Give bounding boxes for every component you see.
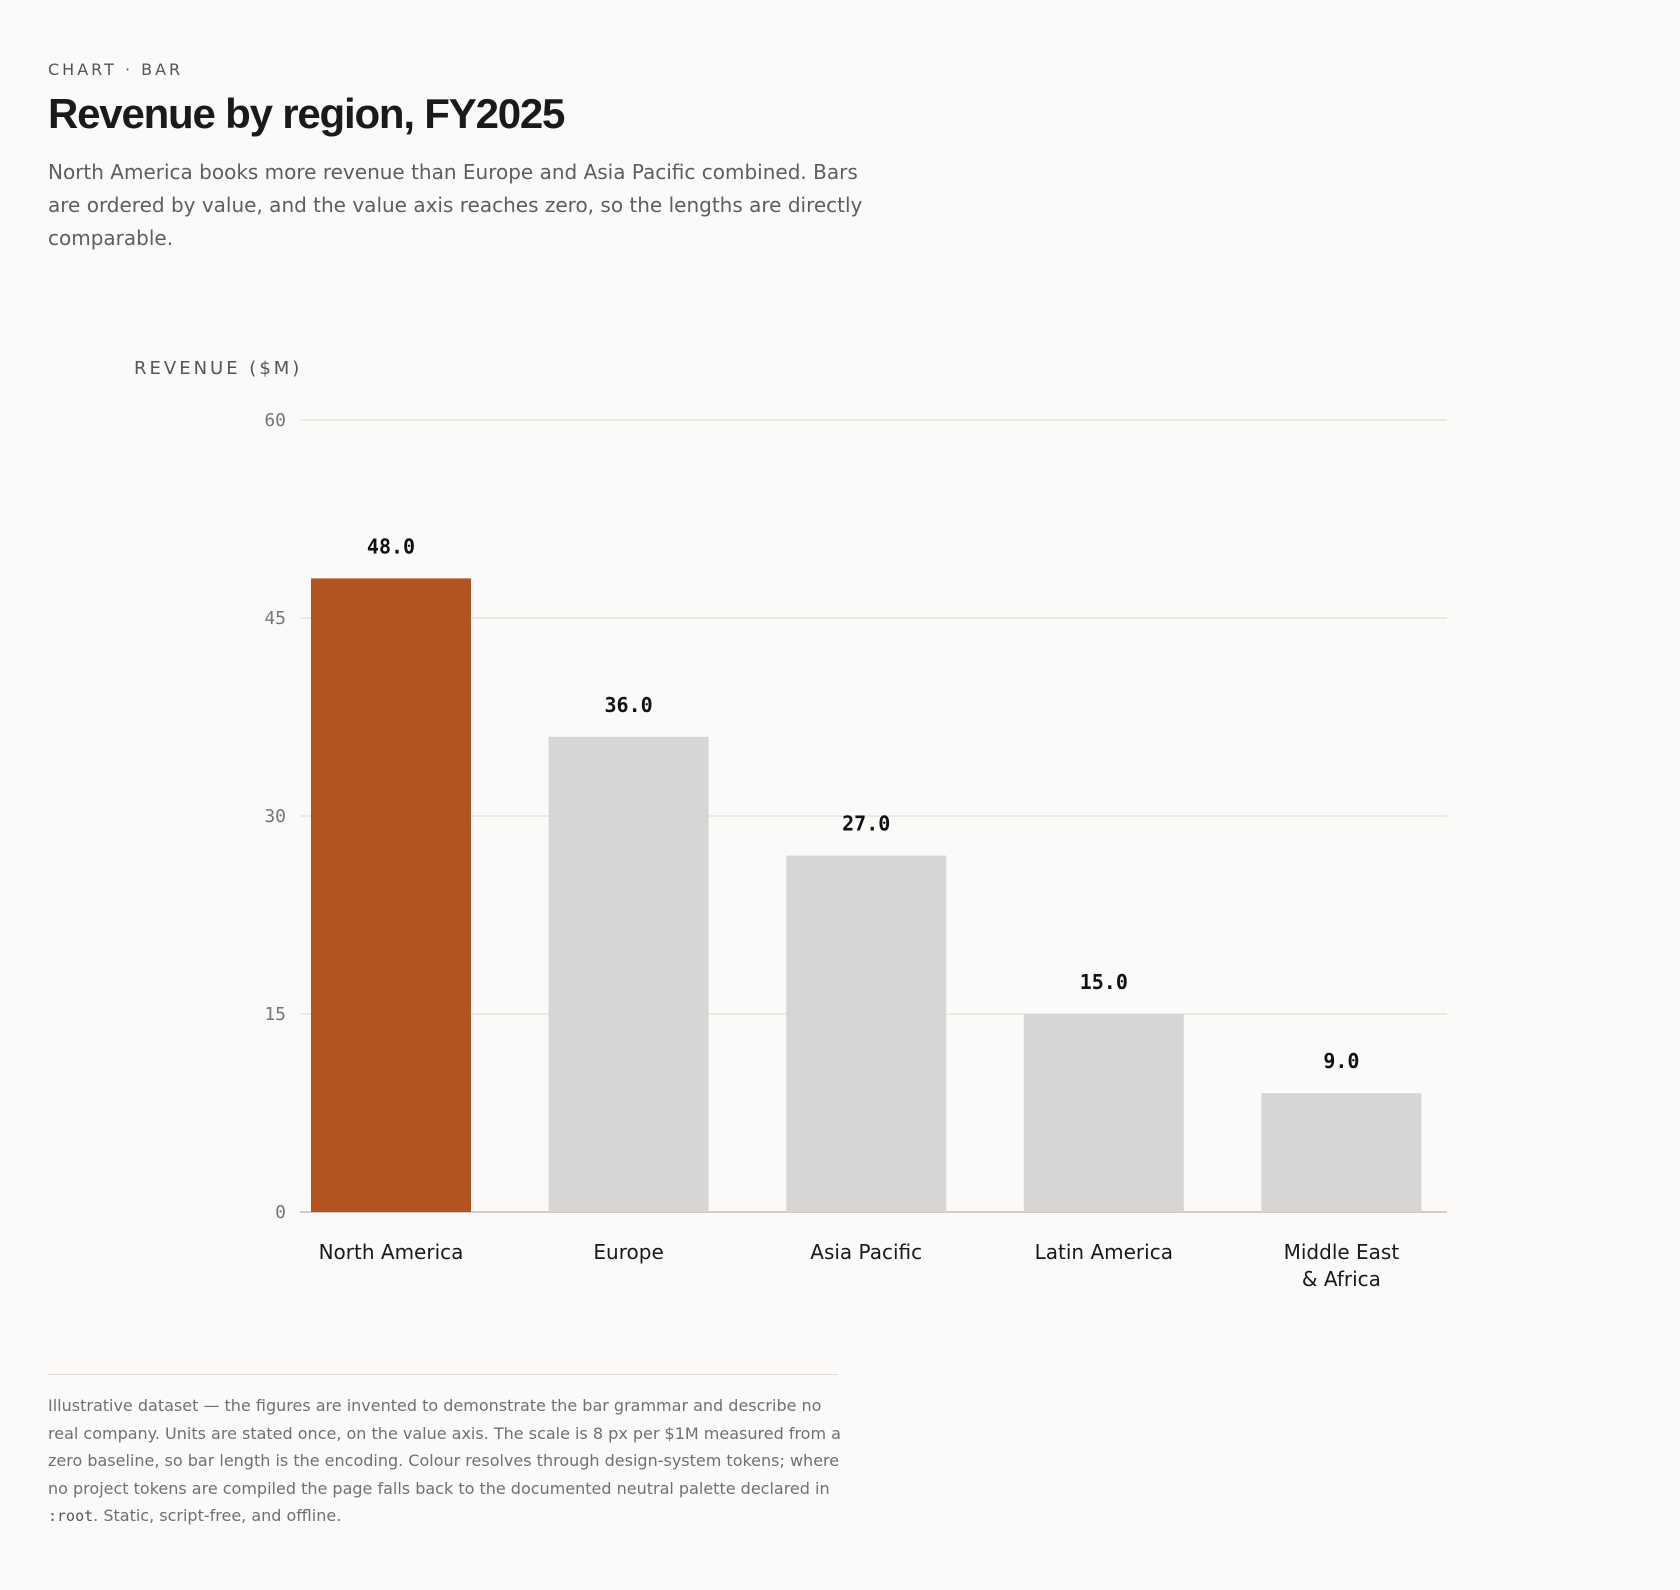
y-tick-label: 15 bbox=[264, 1004, 286, 1025]
x-category-label: Middle East bbox=[1284, 1240, 1400, 1264]
chart-title: Revenue by region, FY2025 bbox=[48, 90, 565, 137]
bar-value-label: 27.0 bbox=[842, 812, 890, 836]
y-tick-label: 45 bbox=[264, 608, 286, 629]
bar-chart: REVENUE ($M) 0 15 30 45 60 48.0 North America 3… bbox=[134, 358, 1447, 1291]
bar-value-label: 15.0 bbox=[1080, 970, 1128, 994]
footnote-text-before: Illustrative dataset — the figures are i… bbox=[48, 1396, 841, 1498]
bar-value-label: 48.0 bbox=[367, 534, 415, 558]
bar bbox=[786, 855, 947, 1212]
chart-subtitle: North America books more revenue than Eu… bbox=[48, 160, 863, 250]
footnote-text-after: . Static, script-free, and offline. bbox=[93, 1506, 342, 1525]
x-category-label: North America bbox=[319, 1240, 464, 1264]
footnote-code: :root bbox=[48, 1507, 94, 1525]
y-tick-label: 60 bbox=[264, 410, 286, 431]
x-category-label: & Africa bbox=[1302, 1267, 1381, 1291]
x-category-label: Latin America bbox=[1035, 1240, 1173, 1264]
bar-value-label: 36.0 bbox=[605, 693, 653, 717]
bar bbox=[311, 578, 471, 1212]
y-tick-label: 0 bbox=[275, 1202, 286, 1223]
footnote: Illustrative dataset — the figures are i… bbox=[48, 1392, 848, 1531]
x-category-label: Asia Pacific bbox=[810, 1240, 922, 1264]
bars bbox=[311, 578, 1422, 1212]
y-axis-title: REVENUE ($M) bbox=[134, 358, 302, 379]
footer-divider bbox=[48, 1374, 838, 1375]
bar bbox=[548, 736, 709, 1212]
bar-value-label: 9.0 bbox=[1323, 1049, 1359, 1073]
chart-kicker: CHART · BAR bbox=[48, 60, 184, 79]
bar bbox=[1261, 1093, 1422, 1212]
x-category-label: Europe bbox=[593, 1240, 663, 1264]
bar bbox=[1023, 1014, 1184, 1212]
y-tick-label: 30 bbox=[264, 806, 286, 827]
labels: 0 15 30 45 60 48.0 North America 36.0 Europe 27.0… bbox=[264, 410, 1399, 1291]
